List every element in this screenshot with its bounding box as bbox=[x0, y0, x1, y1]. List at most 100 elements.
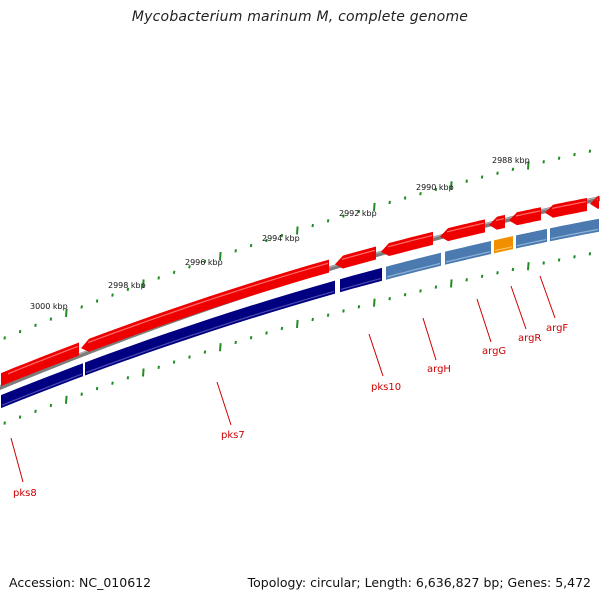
outer-tick-12 bbox=[188, 265, 191, 269]
leader-line-pks10 bbox=[368, 333, 384, 377]
outer-tick-5 bbox=[80, 305, 83, 309]
inner-tick-23 bbox=[357, 305, 361, 309]
outer-tick-21 bbox=[326, 219, 330, 223]
inner-tick-27 bbox=[419, 289, 422, 293]
outer-tick-26 bbox=[403, 196, 407, 200]
outer-tick-20 bbox=[311, 223, 314, 228]
inner-tick-15 bbox=[234, 340, 237, 345]
inner-tick-8 bbox=[126, 376, 130, 380]
outer-scale-ticks bbox=[3, 149, 592, 340]
leader-line-argG bbox=[476, 298, 492, 343]
leader-line-pks8 bbox=[10, 437, 24, 483]
outer-tick-8 bbox=[126, 287, 130, 291]
reverse-cds-7 bbox=[550, 218, 599, 242]
outer-tick-24 bbox=[373, 202, 376, 211]
forward-cds-2 bbox=[335, 246, 376, 269]
gene-label-pks7: pks7 bbox=[221, 430, 245, 441]
outer-tick-11 bbox=[172, 270, 176, 274]
inner-tick-3 bbox=[49, 403, 53, 408]
gene-label-pks8: pks8 bbox=[13, 488, 37, 499]
leader-line-argF bbox=[539, 275, 556, 319]
forward-cds-highlight-0 bbox=[7, 345, 79, 375]
gene-leader-lines bbox=[10, 275, 556, 483]
reverse-cds-6 bbox=[516, 228, 547, 249]
inner-tick-10 bbox=[157, 365, 160, 369]
outer-tick-9 bbox=[142, 279, 145, 288]
forward-cds-highlight-7 bbox=[551, 201, 587, 209]
position-label-3000: 3000 kbp bbox=[30, 302, 68, 311]
leader-line-argH bbox=[422, 317, 437, 361]
forward-cds-1 bbox=[81, 259, 329, 352]
reverse-cds-highlight-1 bbox=[85, 290, 335, 374]
leader-line-pks7 bbox=[216, 381, 232, 426]
forward-cds-6 bbox=[509, 207, 541, 226]
gene-label-argH: argH bbox=[427, 364, 451, 375]
outer-tick-3 bbox=[49, 317, 53, 321]
leader-line-argR bbox=[510, 285, 527, 330]
inner-tick-11 bbox=[172, 360, 176, 364]
reverse-cds-highlight-5 bbox=[494, 246, 513, 252]
inner-tick-20 bbox=[311, 317, 314, 322]
inner-tick-21 bbox=[326, 313, 330, 317]
inner-tick-7 bbox=[111, 381, 114, 385]
inner-tick-4 bbox=[65, 395, 68, 404]
gene-label-argF: argF bbox=[546, 323, 568, 334]
reverse-cds-highlight-3 bbox=[386, 262, 441, 278]
outer-tick-14 bbox=[219, 252, 222, 261]
reverse-cds-5 bbox=[494, 236, 513, 254]
forward-cds-7 bbox=[545, 198, 587, 218]
outer-tick-37 bbox=[573, 152, 576, 157]
outer-tick-7 bbox=[111, 293, 114, 297]
reverse-cds-3 bbox=[386, 252, 441, 280]
position-labels: 2988 kbp 2990 kbp 2992 kbp 2994 kbp 2996… bbox=[30, 156, 530, 311]
forward-cds-5 bbox=[489, 214, 505, 230]
outer-tick-25 bbox=[388, 200, 391, 205]
position-label-2988: 2988 kbp bbox=[492, 156, 530, 165]
forward-cds-4 bbox=[440, 219, 485, 242]
forward-cds-highlight-5 bbox=[495, 218, 505, 221]
inner-tick-14 bbox=[219, 343, 222, 352]
inner-tick-6 bbox=[95, 386, 99, 391]
inner-tick-19 bbox=[296, 319, 299, 328]
gene-labels: pks8 pks7 pks10 argH argG argR argF bbox=[13, 323, 568, 499]
inner-tick-33 bbox=[511, 267, 515, 272]
outer-tick-6 bbox=[95, 299, 99, 303]
inner-tick-17 bbox=[265, 331, 268, 335]
inner-tick-26 bbox=[403, 293, 407, 297]
inner-tick-13 bbox=[203, 350, 207, 354]
outer-tick-17 bbox=[265, 238, 268, 243]
position-label-2994: 2994 kbp bbox=[262, 234, 300, 243]
forward-cds-highlight-1 bbox=[87, 262, 329, 344]
position-label-2998: 2998 kbp bbox=[108, 281, 146, 290]
inner-tick-30 bbox=[465, 278, 468, 282]
outer-tick-34 bbox=[527, 161, 530, 170]
outer-tick-19 bbox=[296, 226, 299, 235]
outer-tick-33 bbox=[511, 167, 515, 171]
inner-tick-5 bbox=[80, 392, 83, 396]
gene-label-pks10: pks10 bbox=[371, 382, 401, 393]
inner-scale-ticks bbox=[3, 252, 592, 425]
inner-tick-37 bbox=[573, 255, 576, 259]
inner-tick-31 bbox=[480, 274, 484, 278]
outer-tick-28 bbox=[434, 187, 438, 192]
reverse-cds-highlight-7 bbox=[550, 228, 599, 240]
outer-tick-31 bbox=[480, 175, 484, 179]
outer-tick-16 bbox=[249, 243, 253, 248]
outer-tick-22 bbox=[342, 214, 345, 218]
outer-tick-1 bbox=[18, 329, 22, 334]
forward-cds-highlight-2 bbox=[341, 249, 376, 260]
inner-tick-0 bbox=[3, 421, 6, 425]
inner-tick-12 bbox=[188, 355, 191, 359]
forward-strand-track bbox=[1, 195, 599, 387]
inner-tick-18 bbox=[280, 326, 284, 331]
reverse-strand-track bbox=[1, 218, 599, 409]
outer-tick-23 bbox=[357, 209, 361, 214]
inner-tick-25 bbox=[388, 297, 391, 301]
inner-tick-9 bbox=[142, 368, 145, 377]
outer-tick-35 bbox=[542, 160, 545, 164]
outer-tick-2 bbox=[34, 323, 37, 327]
position-label-2990: 2990 kbp bbox=[416, 183, 454, 192]
inner-tick-24 bbox=[373, 298, 376, 307]
forward-cds-highlight-4 bbox=[446, 222, 485, 233]
inner-tick-35 bbox=[542, 261, 545, 265]
